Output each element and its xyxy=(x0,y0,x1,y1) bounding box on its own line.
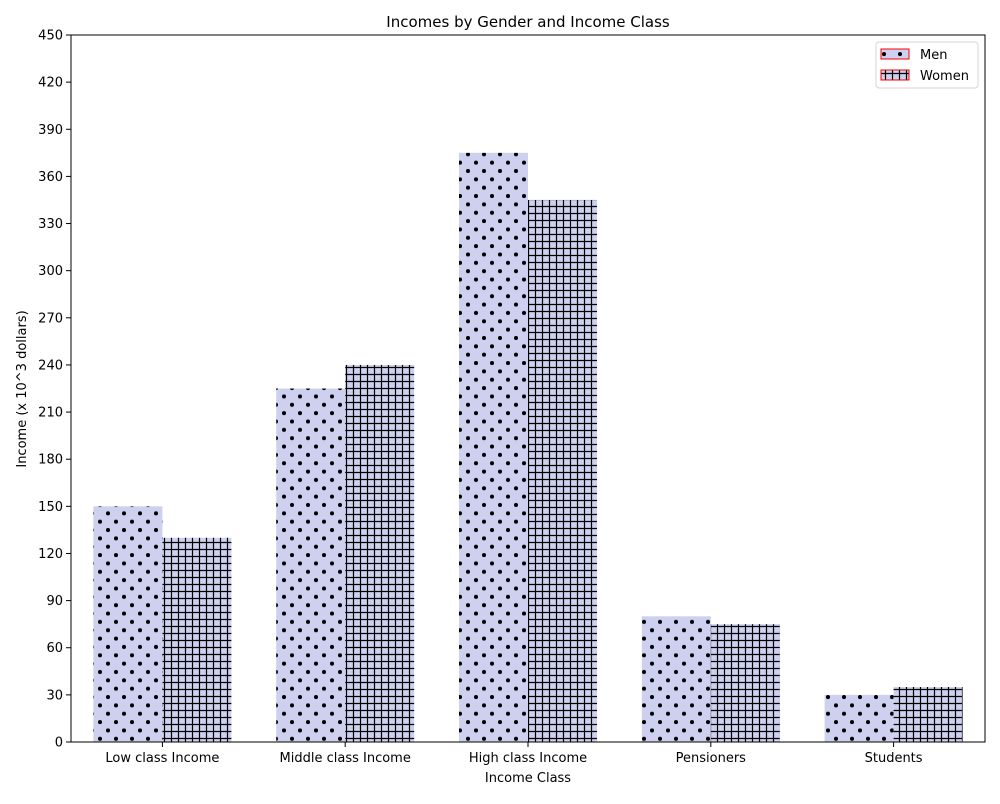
bar-women-0 xyxy=(162,537,232,742)
y-tick-label: 450 xyxy=(38,29,63,44)
bar-women-3 xyxy=(710,624,780,742)
y-tick-label: 360 xyxy=(38,170,63,185)
y-tick-label: 240 xyxy=(38,358,63,373)
y-tick-label: 150 xyxy=(38,500,63,515)
bar-women-2 xyxy=(528,199,597,742)
bar-men-1 xyxy=(276,388,346,742)
y-tick-label: 330 xyxy=(38,217,63,232)
chart-title: Incomes by Gender and Income Class xyxy=(386,13,670,31)
plot-frame xyxy=(70,34,986,743)
y-tick-label: 300 xyxy=(38,264,63,279)
legend-label-men: Men xyxy=(920,48,947,63)
bar-men-0 xyxy=(93,506,163,742)
x-tick-label: High class Income xyxy=(469,751,587,766)
y-tick-label: 120 xyxy=(38,547,63,562)
y-tick-label: 420 xyxy=(38,76,63,91)
x-tick-label: Middle class Income xyxy=(280,751,411,766)
y-tick-label: 180 xyxy=(38,453,63,468)
y-tick-label: 270 xyxy=(38,311,63,326)
y-tick-label: 390 xyxy=(38,123,63,138)
axes-layer: Low class Income Middle class Income High … xyxy=(38,29,986,766)
legend-swatch-women xyxy=(880,69,910,81)
bar-men-3 xyxy=(641,616,711,742)
x-axis-label: Income Class xyxy=(485,771,571,786)
legend-swatch-men xyxy=(880,48,910,60)
x-tick-label: Pensioners xyxy=(676,751,747,766)
bar-women-4 xyxy=(893,687,963,742)
y-tick-label: 30 xyxy=(46,688,63,703)
y-tick-label: 210 xyxy=(38,406,63,421)
legend-label-women: Women xyxy=(920,69,969,84)
x-tick-label: Low class Income xyxy=(105,751,219,766)
y-tick-label: 90 xyxy=(46,594,63,609)
bars-layer xyxy=(93,152,963,743)
legend: Men Women xyxy=(875,41,979,89)
bar-men-4 xyxy=(824,694,894,742)
x-tick-label: Students xyxy=(865,751,923,766)
y-tick-label: 60 xyxy=(46,641,63,656)
y-tick-label: 0 xyxy=(55,736,63,751)
bar-men-2 xyxy=(459,152,528,743)
bar-women-1 xyxy=(345,364,415,742)
y-axis-label: Income (x 10^3 dollars) xyxy=(15,310,30,467)
